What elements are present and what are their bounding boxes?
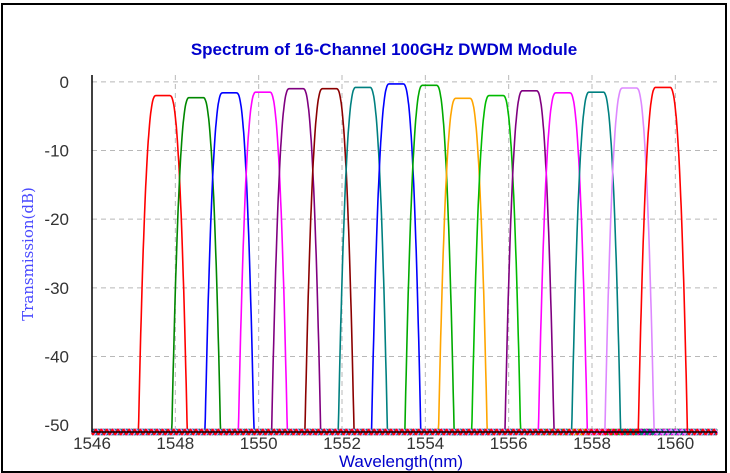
- y-tick-label: -50: [44, 416, 69, 435]
- x-tick-label: 1556: [490, 434, 528, 453]
- grid: [92, 75, 717, 432]
- spectrum-chart: Spectrum of 16-Channel 100GHz DWDM Modul…: [19, 40, 718, 471]
- y-tick-label: -20: [44, 210, 69, 229]
- x-tick-label: 1548: [156, 434, 194, 453]
- x-tick-labels: 1546 1548 1550 1552 1554 1556 1558 1560: [73, 434, 694, 453]
- x-tick-label: 1550: [240, 434, 278, 453]
- x-tick-label: 1558: [573, 434, 611, 453]
- y-axis-label: Transmission(dB): [19, 187, 37, 321]
- chart-title: Spectrum of 16-Channel 100GHz DWDM Modul…: [191, 40, 577, 59]
- x-tick-label: 1552: [323, 434, 361, 453]
- channel-16-curve: [91, 86, 718, 436]
- y-tick-label: -40: [44, 347, 69, 366]
- x-tick-label: 1560: [656, 434, 694, 453]
- chart-frame: Spectrum of 16-Channel 100GHz DWDM Modul…: [1, 3, 727, 473]
- y-tick-label: 0: [60, 73, 69, 92]
- plot-area: [92, 75, 717, 432]
- y-tick-labels: 0 -10 -20 -30 -40 -50: [44, 73, 69, 435]
- x-tick-label: 1546: [73, 434, 111, 453]
- x-axis-label: Wavelength(nm): [339, 452, 463, 471]
- y-tick-label: -10: [44, 142, 69, 161]
- x-tick-label: 1554: [406, 434, 444, 453]
- y-tick-label: -30: [44, 279, 69, 298]
